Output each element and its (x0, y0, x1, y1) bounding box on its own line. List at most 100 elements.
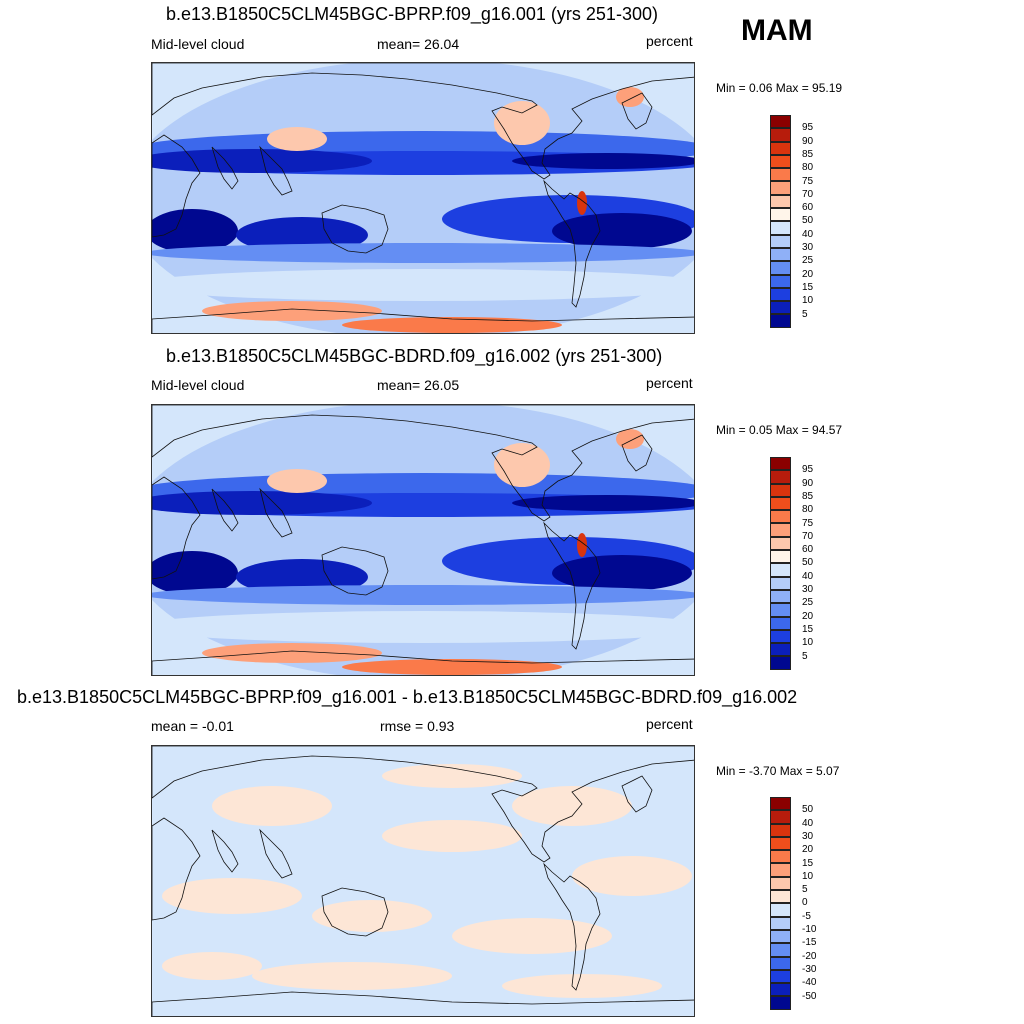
contour-region (162, 878, 302, 914)
map-canvas (152, 405, 694, 675)
coastline (321, 546, 389, 596)
panel-3-minmax: Min = -3.70 Max = 5.07 (716, 764, 840, 778)
colorbar-swatch (770, 956, 791, 970)
colorbar-swatch (770, 194, 791, 209)
panel-2-title: b.e13.B1850C5CLM45BGC-BDRD.f09_g16.002 (… (166, 346, 663, 366)
panel-3-units-label: percent (646, 716, 693, 732)
panel-3-map (151, 745, 695, 1017)
colorbar-tick-label: -40 (802, 977, 817, 989)
contour-region (202, 643, 382, 663)
colorbar-tick-label: 15 (802, 623, 814, 635)
colorbar-swatch (770, 823, 791, 837)
contour-region (312, 900, 432, 932)
colorbar-tick-label: 30 (802, 242, 814, 253)
colorbar-tick-label: 40 (802, 570, 814, 582)
contour-region (552, 213, 692, 249)
contour-region (267, 127, 327, 151)
coastline (152, 476, 201, 580)
colorbar-swatch (770, 863, 791, 877)
colorbar-swatch (770, 616, 791, 630)
contour-region (152, 209, 238, 253)
contour-region (552, 555, 692, 591)
colorbar-tick-label: -10 (802, 924, 817, 935)
colorbar-tick-label: 25 (802, 255, 814, 267)
colorbar-swatch (770, 457, 791, 471)
season-label: MAM (741, 14, 813, 47)
coastline (321, 887, 389, 937)
colorbar-tick-label: 5 (802, 308, 808, 320)
colorbar-swatch (770, 483, 791, 497)
coastline (152, 134, 201, 238)
colorbar-tick-label: 40 (802, 228, 814, 240)
colorbar-swatch (770, 510, 791, 524)
contour-region (152, 243, 694, 263)
colorbar-swatch (770, 470, 791, 484)
coastline (211, 488, 239, 532)
coastline (621, 775, 653, 813)
colorbar-tick-label: 75 (802, 175, 814, 187)
colorbar-swatch (770, 208, 791, 222)
contour-region (577, 533, 587, 557)
colorbar-tick-label: 70 (802, 188, 814, 200)
contour-region (212, 786, 332, 826)
colorbar-tick-label: 75 (802, 517, 814, 529)
colorbar-tick-label: -20 (802, 950, 817, 962)
colorbar-swatch (770, 563, 791, 577)
coastline (621, 92, 653, 130)
colorbar-tick-label: 90 (802, 135, 814, 147)
contour-region (152, 269, 694, 301)
contour-region (382, 820, 522, 852)
contour-region (152, 585, 694, 605)
colorbar-swatch (770, 943, 791, 957)
colorbar-tick-label: -5 (802, 910, 811, 922)
colorbar-swatch (770, 603, 791, 617)
contour-region (162, 952, 262, 980)
panel-1-variable-label: Mid-level cloud (151, 36, 245, 52)
contour-region (577, 191, 587, 215)
colorbar-swatch (770, 496, 791, 511)
colorbar-swatch (770, 168, 791, 182)
colorbar-swatch (770, 261, 791, 275)
contour-region (342, 659, 562, 675)
map-canvas (152, 63, 694, 333)
coastline (152, 746, 694, 863)
contour-region (152, 551, 238, 595)
contour-region (494, 443, 550, 487)
colorbar-tick-label: 80 (802, 162, 814, 174)
coastline (211, 146, 239, 190)
panel-2-colorbar (770, 457, 791, 670)
contour-region (512, 153, 694, 169)
colorbar-tick-label: 20 (802, 610, 814, 622)
colorbar-swatch (770, 629, 791, 644)
colorbar-swatch (770, 656, 791, 670)
contour-region (616, 429, 644, 449)
colorbar-swatch (770, 128, 791, 142)
colorbar-tick-label: 60 (802, 202, 814, 214)
panel-2-units-label: percent (646, 375, 693, 391)
colorbar-swatch (770, 181, 791, 195)
contour-region (202, 301, 382, 321)
colorbar-tick-label: 25 (802, 597, 814, 609)
colorbar-tick-label: 50 (802, 557, 814, 569)
contour-region (452, 918, 612, 954)
contour-region (252, 962, 452, 990)
colorbar-tick-label: -15 (802, 937, 817, 949)
colorbar-swatch (770, 523, 791, 537)
coastline (152, 817, 201, 921)
coastline (152, 405, 694, 522)
contour-region (512, 495, 694, 511)
colorbar-swatch (770, 274, 791, 288)
colorbar-swatch (770, 301, 791, 315)
colorbar-tick-label: 95 (802, 464, 814, 476)
colorbar-tick-label: 10 (802, 870, 814, 882)
colorbar-tick-label: 5 (802, 884, 808, 896)
coastline (259, 487, 293, 538)
colorbar-swatch (770, 890, 791, 904)
colorbar-tick-label: 70 (802, 530, 814, 542)
colorbar-swatch (770, 115, 791, 129)
colorbar-tick-label: 40 (802, 817, 814, 829)
contour-region (494, 101, 550, 145)
colorbar-swatch (770, 234, 791, 248)
colorbar-swatch (770, 314, 791, 328)
coastline (543, 179, 601, 308)
